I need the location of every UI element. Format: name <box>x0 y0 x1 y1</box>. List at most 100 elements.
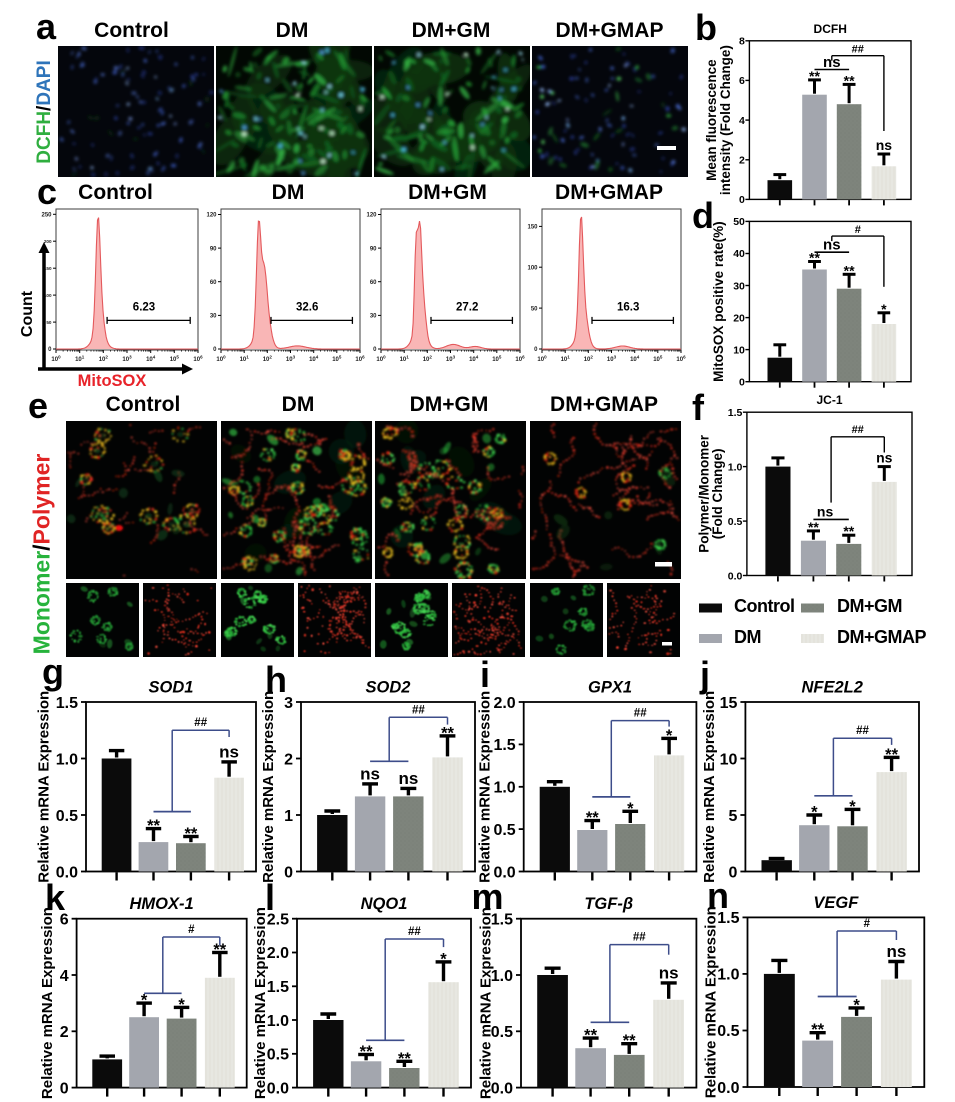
svg-text:6.23: 6.23 <box>133 301 155 313</box>
svg-text:20: 20 <box>733 312 745 324</box>
svg-text:60: 60 <box>210 280 217 286</box>
svg-text:Relative mRNA Expression: Relative mRNA Expression <box>701 691 718 883</box>
svg-text:Mean fluorescence: Mean fluorescence <box>704 59 719 181</box>
svg-text:105: 105 <box>492 355 502 364</box>
svg-text:103: 103 <box>286 355 296 364</box>
svg-text:ns: ns <box>360 764 380 783</box>
svg-text:102: 102 <box>423 355 433 364</box>
svg-text:104: 104 <box>469 355 479 364</box>
svg-text:TGF-β: TGF-β <box>584 895 633 913</box>
svg-text:0.0: 0.0 <box>717 1080 739 1097</box>
svg-text:**: ** <box>808 519 819 535</box>
svg-text:SOD1: SOD1 <box>149 679 194 697</box>
svg-text:0: 0 <box>213 347 217 353</box>
svg-text:2.0: 2.0 <box>267 945 289 962</box>
svg-text:1.5: 1.5 <box>267 979 289 996</box>
svg-text:Relative mRNA Expression: Relative mRNA Expression <box>260 691 277 883</box>
svg-text:0: 0 <box>373 347 377 353</box>
svg-text:**: ** <box>184 825 197 843</box>
svg-text:1.5: 1.5 <box>56 695 78 712</box>
svg-text:4: 4 <box>60 968 69 985</box>
svg-text:8: 8 <box>739 36 745 48</box>
svg-text:0.0: 0.0 <box>267 1080 289 1097</box>
svg-text:##: ## <box>408 926 421 938</box>
svg-text:105: 105 <box>653 355 663 364</box>
svg-text:103: 103 <box>122 355 132 364</box>
svg-text:120: 120 <box>366 213 377 219</box>
svg-text:0: 0 <box>728 864 737 881</box>
svg-text:**: ** <box>844 262 855 278</box>
svg-text:101: 101 <box>240 355 250 364</box>
svg-text:250: 250 <box>41 213 52 219</box>
svg-text:150: 150 <box>527 225 538 231</box>
svg-text:32.6: 32.6 <box>296 301 318 313</box>
svg-text:JC-1: JC-1 <box>816 393 842 407</box>
svg-text:2: 2 <box>284 751 293 768</box>
svg-text:0.5: 0.5 <box>493 822 515 839</box>
svg-text:Relative mRNA Expression: Relative mRNA Expression <box>477 691 494 883</box>
svg-text:*: * <box>141 992 148 1010</box>
svg-text:ns: ns <box>398 769 418 788</box>
svg-text:2: 2 <box>60 1024 69 1041</box>
svg-text:106: 106 <box>193 355 203 364</box>
svg-text:0: 0 <box>739 194 745 206</box>
svg-text:100: 100 <box>527 266 538 272</box>
svg-text:Relative mRNA Expression: Relative mRNA Expression <box>39 907 56 1099</box>
svg-text:##: ## <box>856 725 869 737</box>
svg-text:104: 104 <box>146 355 156 364</box>
svg-text:HMOX-1: HMOX-1 <box>130 895 194 913</box>
svg-text:103: 103 <box>607 355 617 364</box>
svg-text:1.0: 1.0 <box>493 780 515 797</box>
svg-text:120: 120 <box>206 213 217 219</box>
svg-text:104: 104 <box>309 355 319 364</box>
svg-text:2: 2 <box>739 155 745 167</box>
svg-text:101: 101 <box>75 355 85 364</box>
svg-text:Relative mRNA Expression: Relative mRNA Expression <box>36 691 53 883</box>
svg-text:100: 100 <box>51 355 61 364</box>
svg-text:*: * <box>666 727 673 745</box>
svg-text:105: 105 <box>332 355 342 364</box>
svg-text:ns: ns <box>659 963 679 982</box>
svg-text:##: ## <box>194 717 207 729</box>
svg-text:intensity (Fold Change): intensity (Fold Change) <box>718 45 733 195</box>
svg-text:Relative mRNA Expression: Relative mRNA Expression <box>252 907 269 1099</box>
svg-text:100: 100 <box>376 355 386 364</box>
svg-text:2.0: 2.0 <box>493 695 515 712</box>
svg-text:100: 100 <box>537 355 547 364</box>
svg-text:5: 5 <box>728 808 737 825</box>
svg-text:**: ** <box>398 1050 411 1068</box>
svg-text:30: 30 <box>210 314 217 320</box>
svg-text:**: ** <box>843 523 854 539</box>
svg-text:104: 104 <box>630 355 640 364</box>
svg-text:102: 102 <box>584 355 594 364</box>
svg-text:103: 103 <box>446 355 456 364</box>
svg-text:**: ** <box>584 1027 597 1045</box>
svg-text:##: ## <box>633 932 646 944</box>
svg-text:*: * <box>811 804 818 822</box>
svg-text:VEGF: VEGF <box>813 894 859 912</box>
svg-text:**: ** <box>586 809 599 827</box>
svg-text:**: ** <box>885 746 898 764</box>
svg-text:0: 0 <box>284 864 293 881</box>
svg-text:(Fold Change): (Fold Change) <box>710 449 725 540</box>
svg-text:**: ** <box>147 817 160 835</box>
svg-text:##: ## <box>634 708 647 720</box>
svg-text:100: 100 <box>216 355 226 364</box>
svg-text:4: 4 <box>739 115 745 127</box>
svg-text:1: 1 <box>284 808 293 825</box>
svg-text:*: * <box>881 301 887 317</box>
svg-text:ns: ns <box>817 503 834 519</box>
svg-text:1.0: 1.0 <box>728 461 743 473</box>
svg-text:0.5: 0.5 <box>267 1047 289 1064</box>
svg-text:0.5: 0.5 <box>717 1023 739 1040</box>
svg-text:DCFH: DCFH <box>814 22 847 36</box>
svg-text:**: ** <box>441 724 454 742</box>
svg-text:#: # <box>855 224 861 236</box>
svg-text:1.5: 1.5 <box>493 737 515 754</box>
svg-text:16.3: 16.3 <box>617 301 639 313</box>
svg-text:101: 101 <box>561 355 571 364</box>
svg-text:50: 50 <box>531 306 538 312</box>
svg-text:6: 6 <box>739 75 745 87</box>
svg-text:10: 10 <box>720 751 738 768</box>
svg-text:30: 30 <box>370 314 377 320</box>
